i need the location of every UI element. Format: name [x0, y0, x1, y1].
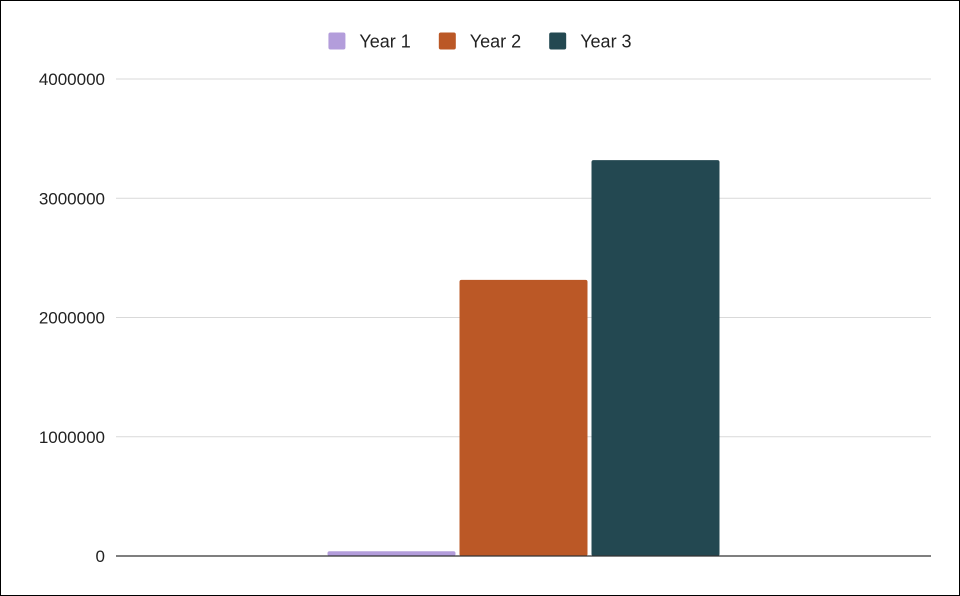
bars — [327, 160, 720, 556]
bar-year-3[interactable] — [591, 160, 720, 556]
legend-item-year-3[interactable]: Year 3 — [549, 32, 632, 52]
y-tick-label: 1000000 — [39, 428, 105, 447]
legend-label: Year 3 — [580, 32, 631, 52]
y-tick-label: 3000000 — [39, 189, 105, 208]
legend: Year 1 Year 2 Year 3 — [328, 32, 632, 52]
legend-item-year-2[interactable]: Year 2 — [438, 32, 521, 52]
y-tick-label: 0 — [96, 547, 105, 566]
legend-swatch — [438, 32, 456, 50]
y-tick-label: 4000000 — [39, 70, 105, 89]
legend-swatch — [549, 32, 567, 50]
legend-swatch — [328, 32, 346, 50]
bar-year-1[interactable] — [327, 551, 456, 556]
y-axis-tick-labels: 0 1000000 2000000 3000000 4000000 — [39, 70, 105, 566]
y-tick-label: 2000000 — [39, 309, 105, 328]
legend-item-year-1[interactable]: Year 1 — [328, 32, 411, 52]
legend-label: Year 1 — [359, 32, 410, 52]
bar-year-2[interactable] — [459, 279, 588, 556]
legend-label: Year 2 — [470, 32, 521, 52]
